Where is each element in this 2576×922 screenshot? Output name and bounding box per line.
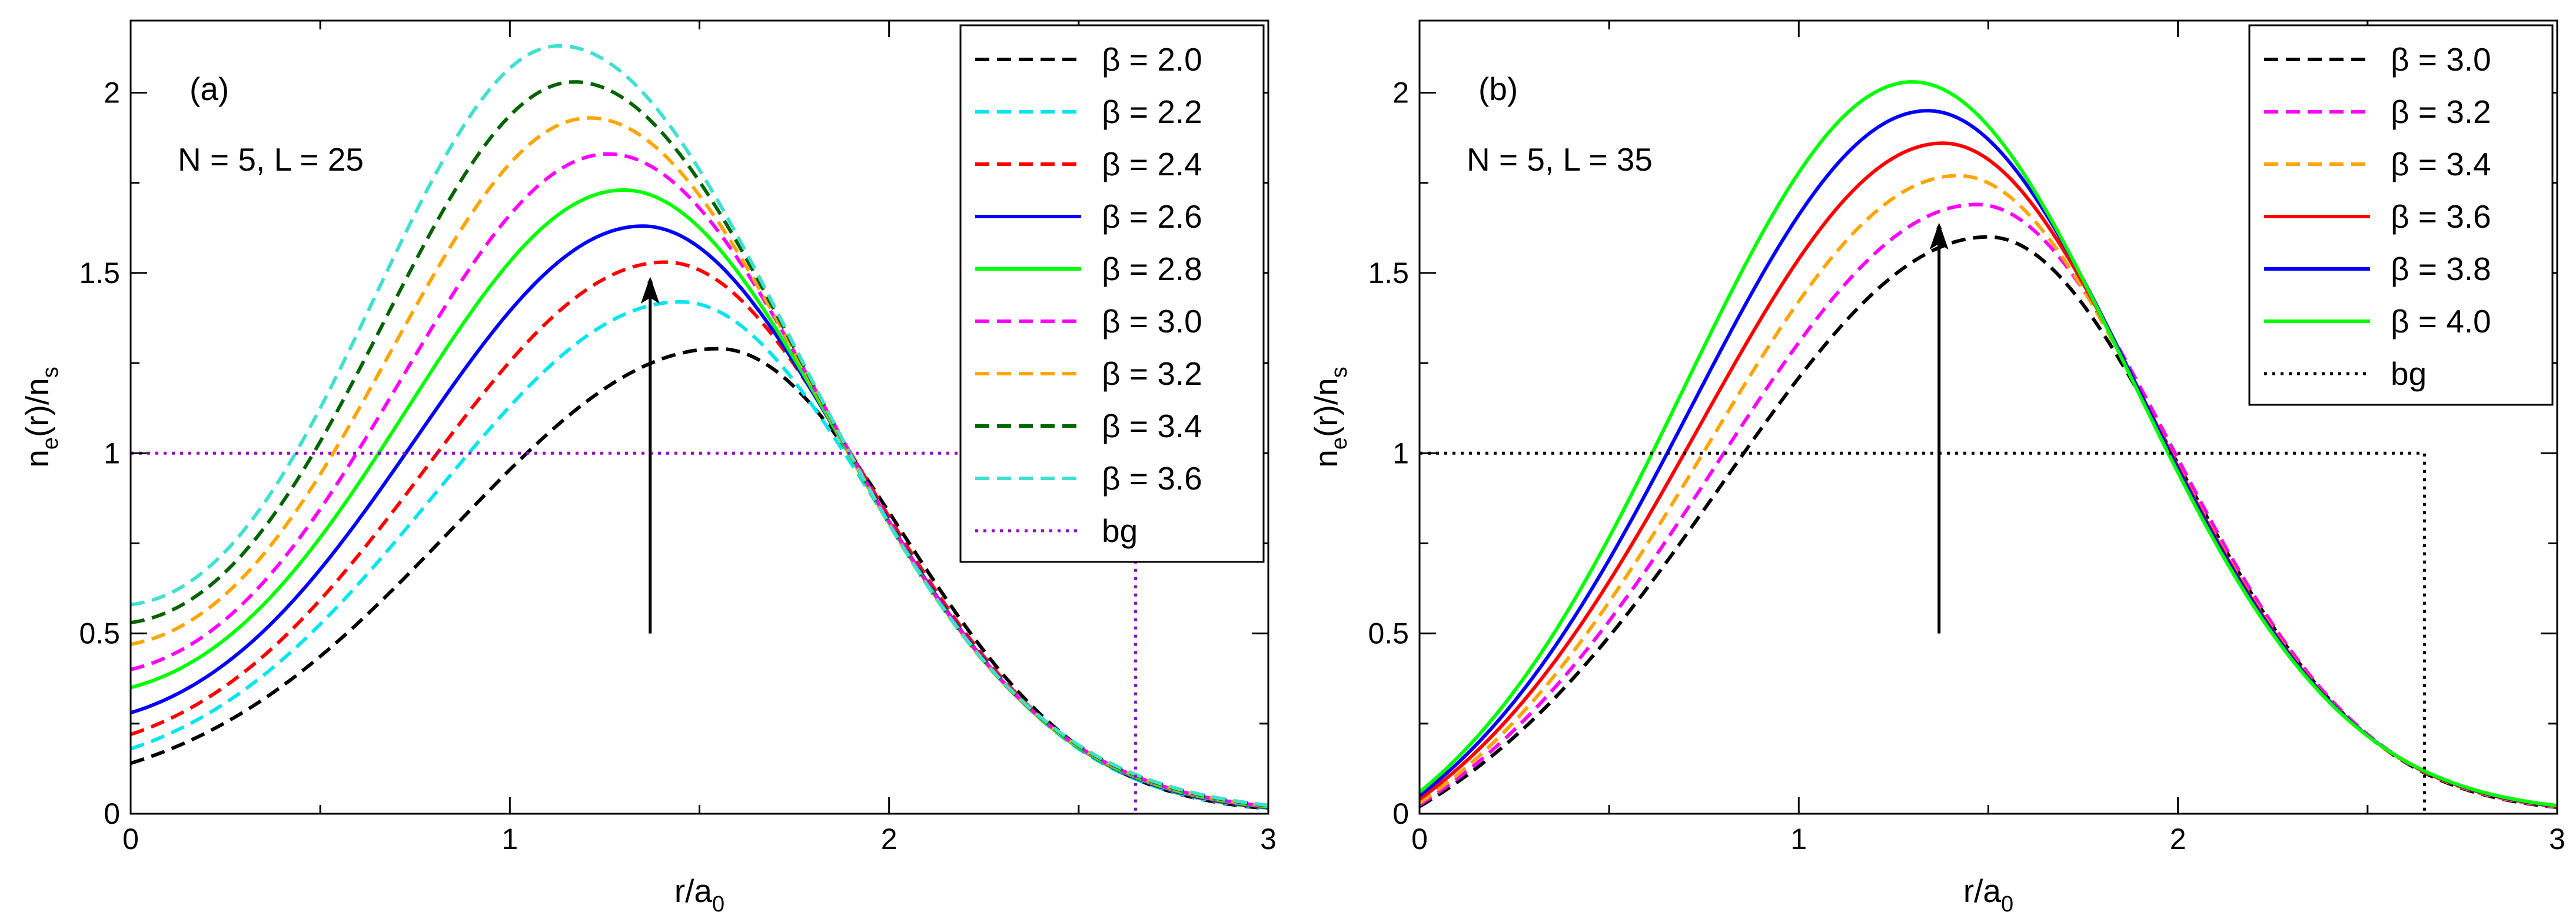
y-tick-label: 1.5 [79,257,120,289]
x-axis-label: r/a0 [674,873,724,917]
legend-label: β = 3.8 [2391,251,2491,287]
legend-box [959,24,1265,563]
legend-label: β = 2.8 [1102,251,1202,287]
x-tick-label: 0 [122,823,139,856]
legend-label: β = 3.4 [1102,408,1202,444]
x-axis-label: r/a0 [1963,873,2013,917]
x-tick-label: 2 [2170,823,2186,856]
legend-label: β = 2.2 [1102,94,1202,130]
y-tick-label: 1 [1392,437,1409,470]
legend-label: β = 4.0 [2391,303,2491,339]
legend-label: bg [1102,512,1138,549]
panel-label: (b) [1478,71,1518,107]
y-tick-label: 1.5 [1368,257,1409,289]
legend-label: β = 3.2 [1102,355,1202,392]
legend-label: β = 3.0 [1102,303,1202,339]
x-tick-label: 1 [1790,823,1807,856]
y-axis-label: ne(r)/ns [1308,367,1352,468]
legend-label: β = 3.2 [2391,94,2491,130]
y-axis-label: ne(r)/ns [19,367,63,468]
y-tick-label: 0 [104,797,120,830]
y-tick-label: 1 [104,437,120,470]
legend-label: β = 2.0 [1102,41,1202,78]
series-line-0 [130,347,1269,811]
legend-label: β = 3.6 [1102,460,1202,497]
series-line-6 [1420,451,2426,814]
y-tick-label: 0.5 [1368,617,1409,650]
panel-label: (a) [190,71,229,107]
y-tick-label: 0 [1392,797,1409,830]
legend-label: β = 2.4 [1102,146,1202,182]
y-tick-label: 0.5 [79,617,120,650]
x-tick-label: 0 [1411,823,1428,856]
x-tick-label: 1 [501,823,518,856]
x-tick-label: 3 [1260,823,1277,856]
trend-arrow-head [640,277,660,304]
legend-label: β = 2.6 [1102,198,1202,235]
series-line-5 [1418,80,2558,808]
series-line-9 [131,451,1137,814]
legend-label: β = 3.6 [2391,198,2491,235]
x-tick-label: 2 [881,823,898,856]
legend-label: bg [2391,355,2427,392]
y-tick-label: 2 [104,76,120,109]
y-tick-label: 2 [1392,76,1409,109]
panel-a: 0 1 2 3 0 0.5 1 1.5 2 r/a0 ne(r)/ns (a) N = 5, L = 2… [19,19,1277,917]
annotation: N = 5, L = 25 [178,141,364,178]
legend-label: β = 3.0 [2391,41,2491,78]
series-line-5 [130,152,1269,808]
series-line-8 [130,44,1269,807]
legend-label: β = 3.4 [2391,146,2491,182]
annotation: N = 5, L = 35 [1467,141,1653,178]
trend-arrow-head [1929,222,1949,250]
panel-b: 0 1 2 3 0 0.5 1 1.5 2 r/a0 ne(r)/ns (b) N = 5, L = 3… [1308,19,2565,917]
x-tick-label: 3 [2549,823,2565,856]
